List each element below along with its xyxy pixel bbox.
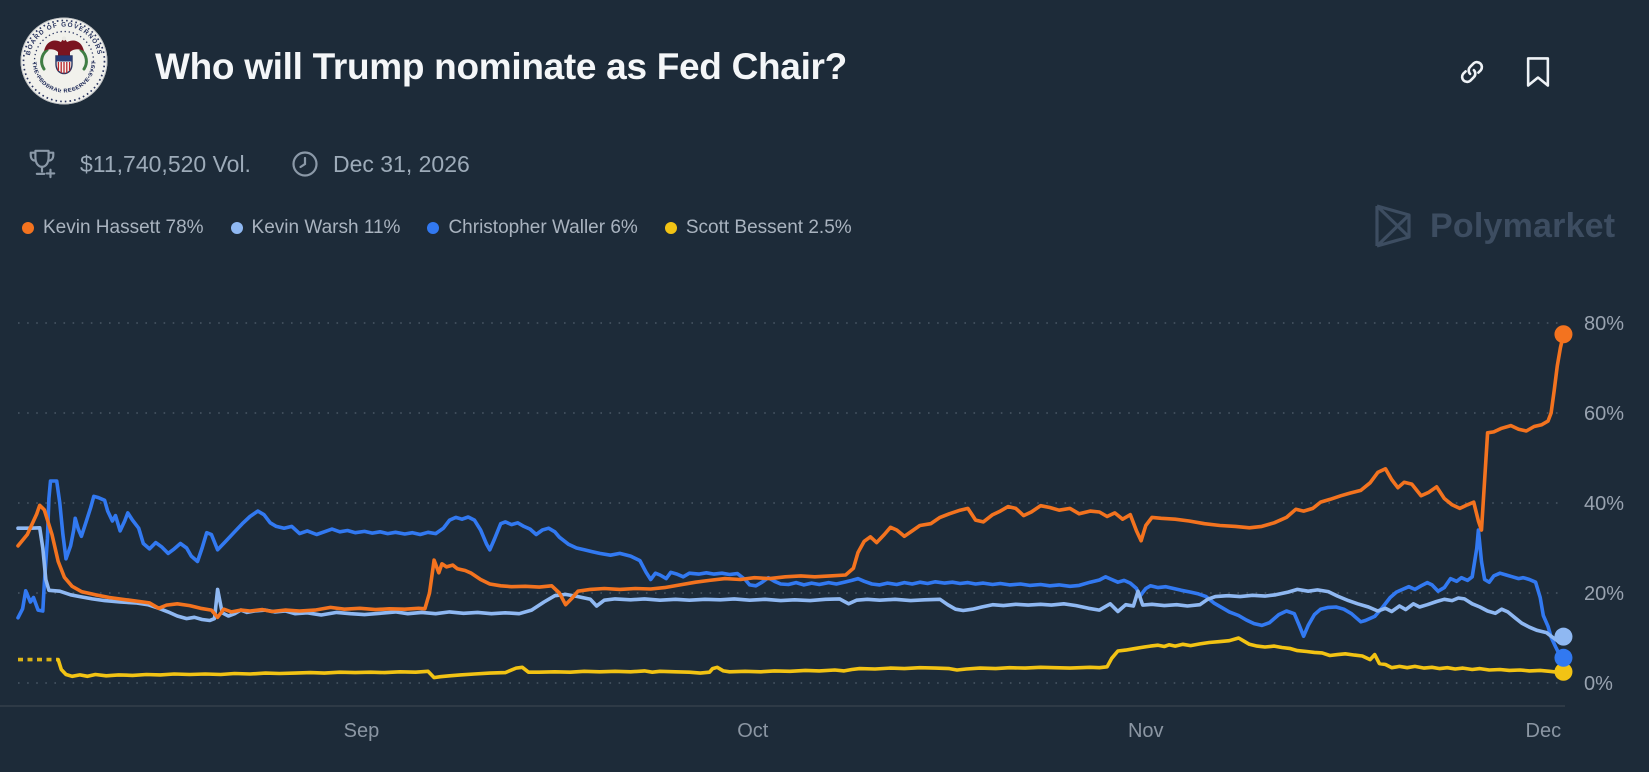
series-line-scott-bessent — [56, 636, 1566, 680]
legend-name: Christopher Waller — [448, 217, 606, 238]
trophy-leaderboard-icon — [29, 149, 56, 179]
bookmark-icon[interactable] — [1523, 56, 1553, 88]
legend-item-scott-bessent[interactable]: Scott Bessent 2.5% — [664, 217, 852, 239]
y-tick-label-0%: 0% — [1584, 673, 1613, 695]
x-tick-label-Dec: Dec — [1526, 720, 1562, 742]
series-line-kevin-hassett — [16, 332, 1566, 620]
legend-value: 6% — [610, 217, 638, 238]
polymarket-logo-icon — [1375, 204, 1411, 248]
header-actions — [1457, 56, 1553, 88]
legend-dot-scott-bessent — [664, 222, 677, 234]
fed-board-seal-logo: BOARD OF GOVERNORS OF THE FEDERAL RESERV… — [20, 17, 108, 105]
y-tick-label-40%: 40% — [1584, 493, 1624, 515]
series-end-dot-christopher-waller — [1554, 648, 1573, 667]
x-tick-label-Oct: Oct — [737, 720, 769, 742]
legend-dot-kevin-hassett — [22, 222, 34, 234]
legend-value: 78% — [165, 217, 204, 238]
volume-text: $11,740,520 Vol. — [80, 150, 251, 177]
series-line-christopher-waller — [16, 479, 1566, 660]
legend-name: Kevin Warsh — [251, 217, 359, 238]
end-date-text: Dec 31, 2026 — [332, 150, 470, 177]
polymarket-watermark: Polymarket — [1372, 203, 1615, 249]
copy-link-icon[interactable] — [1457, 56, 1487, 88]
series-end-dot-kevin-warsh — [1554, 627, 1573, 646]
x-tick-label-Sep: Sep — [344, 720, 380, 742]
clock-icon — [292, 151, 318, 177]
page-title: Who will Trump nominate as Fed Chair? — [155, 46, 847, 87]
market-stats: $11,740,520 Vol. Dec 31, 2026 — [26, 146, 470, 182]
series-end-dot-kevin-hassett — [1554, 325, 1573, 344]
polymarket-wordmark: Polymarket — [1430, 206, 1616, 245]
legend-value: 11% — [363, 217, 401, 238]
legend-item-kevin-warsh[interactable]: Kevin Warsh 11% — [230, 217, 401, 239]
legend-dot-christopher-waller — [427, 222, 440, 234]
chart-legend: Kevin Hassett 78% Kevin Warsh 11% Christ… — [22, 217, 852, 239]
legend-item-kevin-hassett[interactable]: Kevin Hassett 78% — [22, 217, 204, 239]
y-tick-label-60%: 60% — [1584, 403, 1624, 425]
series-line-kevin-warsh — [16, 526, 1566, 643]
legend-dot-kevin-warsh — [230, 222, 243, 234]
legend-name: Scott Bessent — [685, 217, 804, 238]
legend-value: 2.5% — [808, 217, 852, 238]
y-tick-label-20%: 20% — [1584, 583, 1624, 605]
series-end-dot-scott-bessent — [1554, 662, 1573, 681]
legend-name: Kevin Hassett — [43, 217, 161, 238]
y-tick-label-80%: 80% — [1584, 313, 1624, 335]
x-tick-label-Nov: Nov — [1128, 720, 1164, 742]
legend-item-christopher-waller[interactable]: Christopher Waller 6% — [427, 217, 638, 239]
